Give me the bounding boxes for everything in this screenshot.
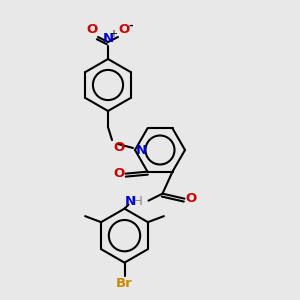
Text: H: H <box>133 195 142 208</box>
Text: N: N <box>136 143 147 157</box>
Text: +: + <box>109 29 117 39</box>
Text: O: O <box>186 192 197 205</box>
Text: -: - <box>129 21 133 31</box>
Text: O: O <box>118 23 130 36</box>
Text: O: O <box>113 141 124 154</box>
Text: Br: Br <box>116 277 133 290</box>
Text: O: O <box>86 23 98 36</box>
Text: N: N <box>102 32 114 45</box>
Text: N: N <box>124 195 136 208</box>
Text: O: O <box>113 167 124 180</box>
